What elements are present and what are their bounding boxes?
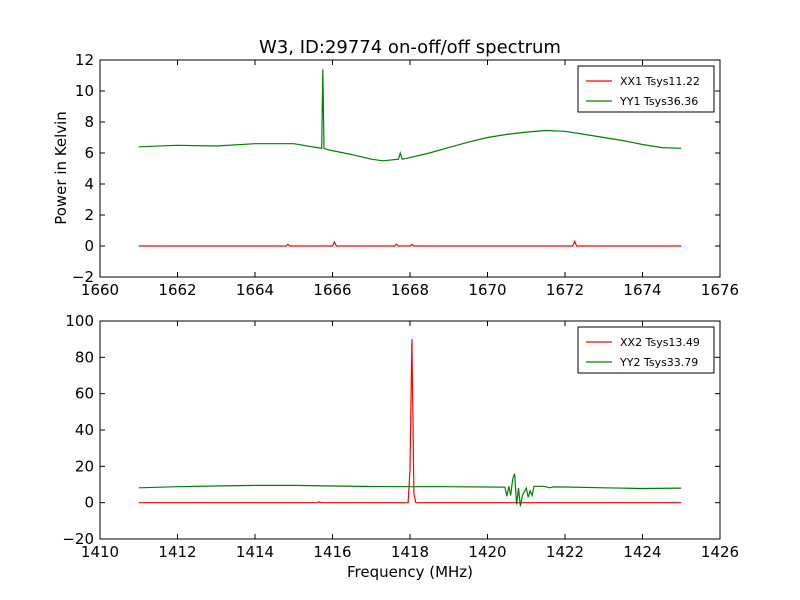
x-tick-label: 1426 <box>701 543 739 561</box>
y-tick-label: 6 <box>84 144 94 162</box>
y-axis-label: Power in Kelvin <box>52 111 70 225</box>
x-tick-label: 1662 <box>158 281 196 299</box>
y-tick-label: 80 <box>75 348 94 366</box>
x-tick-label: 1418 <box>391 543 429 561</box>
x-tick-label: 1668 <box>391 281 429 299</box>
x-tick-label: 1422 <box>546 543 584 561</box>
x-tick-label: 1660 <box>81 281 119 299</box>
y-tick-label: 0 <box>84 237 94 255</box>
y-tick-label: 100 <box>65 312 94 330</box>
series-line-yy2 <box>138 473 682 507</box>
legend-entry: YY1 Tsys36.36 <box>619 95 698 108</box>
x-tick-label: 1664 <box>236 281 274 299</box>
x-tick-label: 1410 <box>81 543 119 561</box>
x-tick-label: 1412 <box>158 543 196 561</box>
y-tick-label: 60 <box>75 385 94 403</box>
y-tick-label: 4 <box>84 175 94 193</box>
x-tick-label: 1670 <box>468 281 506 299</box>
x-tick-label: 1414 <box>236 543 274 561</box>
bottom-panel-hi-spectrum: 1410 1412 1414 1416 1418 1420 1422 1424 1426 −20 0… <box>62 312 739 561</box>
y-tick-label: 10 <box>75 82 94 100</box>
legend-entry: XX1 Tsys11.22 <box>620 75 700 88</box>
figure-title: W3, ID:29774 on-off/off spectrum <box>259 37 561 58</box>
legend-box <box>577 65 715 113</box>
x-tick-label: 1672 <box>546 281 584 299</box>
y-tick-label: 20 <box>75 457 94 475</box>
x-tick-label: 1676 <box>701 281 739 299</box>
top-panel-oh-spectrum: 1660 1662 1664 1666 1668 1670 1672 1674 1676 −2 0 2… <box>72 51 739 299</box>
y-tick-label: 8 <box>84 113 94 131</box>
series-line-yy1 <box>138 69 682 162</box>
legend-entry: XX2 Tsys13.49 <box>620 336 700 349</box>
y-tick-label: 0 <box>84 494 94 512</box>
legend-box <box>577 326 715 374</box>
y-tick-label: 2 <box>84 206 94 224</box>
x-axis-label: Frequency (MHz) <box>347 563 473 581</box>
x-tick-label: 1424 <box>623 543 661 561</box>
x-tick-label: 1416 <box>313 543 351 561</box>
x-tick-label: 1674 <box>623 281 661 299</box>
series-line-xx1 <box>138 239 682 247</box>
y-tick-label: −2 <box>72 268 94 286</box>
legend-entry: YY2 Tsys33.79 <box>619 356 698 369</box>
y-tick-label: −20 <box>62 530 94 548</box>
x-tick-label: 1420 <box>468 543 506 561</box>
x-tick-label: 1666 <box>313 281 351 299</box>
y-tick-label: 40 <box>75 421 94 439</box>
y-tick-label: 12 <box>75 51 94 69</box>
